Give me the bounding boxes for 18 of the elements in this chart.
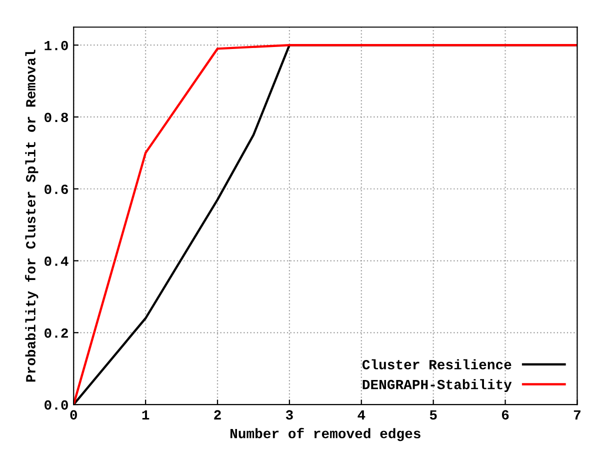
x-tick-label: 4 xyxy=(358,410,366,420)
x-tick-label: 1 xyxy=(142,410,150,420)
legend-label: DENGRAPH-Stability xyxy=(362,379,512,392)
y-tick-label: 0.2 xyxy=(44,328,68,338)
x-tick-label: 0 xyxy=(70,410,77,420)
x-tick-label: 5 xyxy=(430,410,437,420)
legend-label: Cluster Resilience xyxy=(362,359,512,370)
x-tick-label: 6 xyxy=(502,410,509,420)
y-axis-title: Probability for Cluster Split or Removal xyxy=(25,50,38,382)
y-tick-label: 0.6 xyxy=(44,184,68,194)
x-tick-label: 3 xyxy=(286,410,293,420)
x-tick-label: 2 xyxy=(214,410,221,420)
x-axis-title: Number of removed edges xyxy=(230,428,420,442)
y-tick-label: 1.0 xyxy=(44,40,68,50)
x-tick-label: 7 xyxy=(574,410,580,420)
y-tick-label: 0.0 xyxy=(44,400,68,410)
y-tick-label: 0.8 xyxy=(44,112,68,122)
y-tick-label: 0.4 xyxy=(44,256,68,266)
